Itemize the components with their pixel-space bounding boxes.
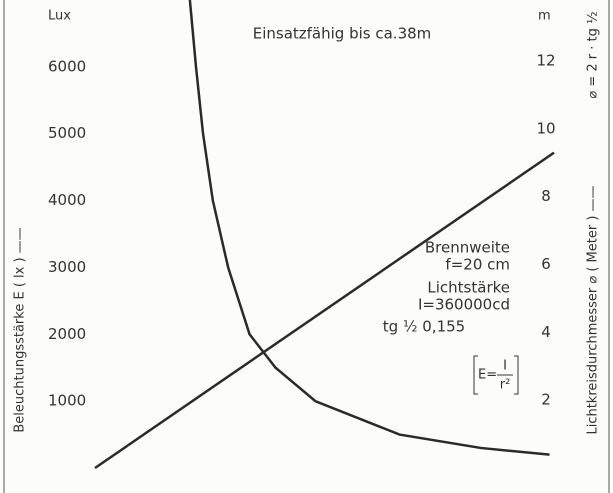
series-line <box>94 151 555 470</box>
y-tick-label: 3000 <box>48 258 86 276</box>
y2-tick-label: 2 <box>541 391 551 409</box>
y2-tick-label: 12 <box>536 52 555 70</box>
annotation: tg ½ 0,155 <box>383 318 465 336</box>
y-tick-label: 1000 <box>48 392 86 410</box>
y-tick-label: 5000 <box>48 124 86 142</box>
annotation: f=20 cm <box>445 256 510 274</box>
formula: r² <box>500 378 511 393</box>
y-tick-label: 4000 <box>48 191 86 209</box>
annotation: Brennweite <box>425 239 510 257</box>
y2-tick-label: 8 <box>541 187 551 205</box>
y2-tick-label: 6 <box>541 255 551 273</box>
y-tick-label: 6000 <box>48 57 86 75</box>
y-tick-label: 2000 <box>48 325 86 343</box>
y2-axis-label: Lichtkreisdurchmesser ⌀ ( Meter ) —— <box>586 185 601 434</box>
annotation: Lichtstärke <box>427 279 510 297</box>
formula: I <box>503 359 507 374</box>
y2-formula: ⌀ = 2 r · tg ½ <box>586 11 601 98</box>
y2-unit: m <box>538 9 551 24</box>
y-unit: Lux <box>48 9 71 24</box>
formula-bracket <box>473 355 519 395</box>
formula: E= <box>478 368 497 383</box>
y2-tick-label: 10 <box>536 119 555 137</box>
annotation: I=360000cd <box>418 296 510 314</box>
series-line <box>188 0 550 456</box>
annotation: Einsatzfähig bis ca.38m <box>253 25 432 43</box>
y2-tick-label: 4 <box>541 323 551 341</box>
y-axis-label: Beleuchtungsstärke E ( lx ) —— <box>13 227 28 432</box>
